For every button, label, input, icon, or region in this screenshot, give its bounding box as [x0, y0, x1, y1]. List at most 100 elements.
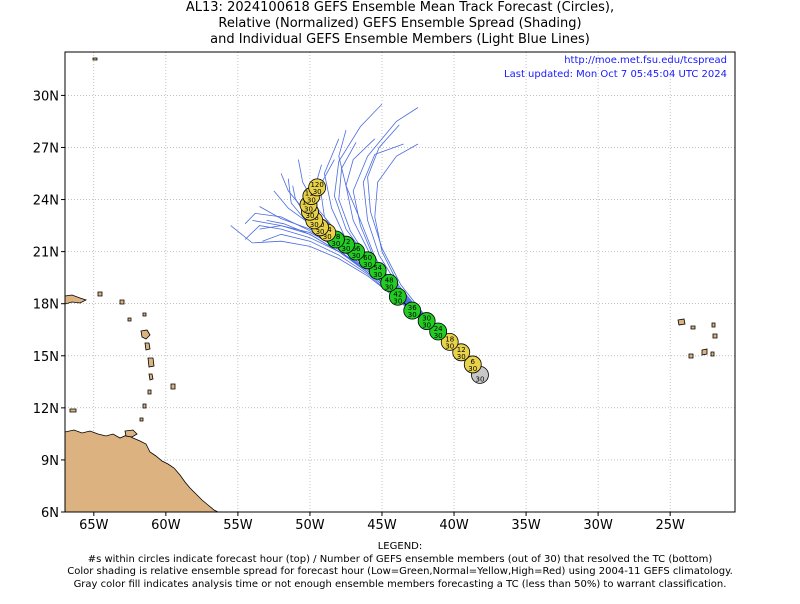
- title-line-2: Relative (Normalized) GEFS Ensemble Spre…: [218, 16, 582, 31]
- lat-tick-label: 6N: [41, 506, 59, 521]
- forecast-hour-label: 48: [385, 276, 394, 284]
- member-count-label: 30: [305, 212, 314, 220]
- mean-track-circle: [388, 287, 407, 306]
- member-count-label: 30: [323, 233, 332, 241]
- lat-tick-label: 24N: [33, 194, 59, 209]
- lon-tick-label: 45W: [367, 518, 397, 533]
- forecast-hour-label: 60: [363, 254, 372, 262]
- member-count-label: 30: [304, 205, 313, 213]
- lat-tick-label: 18N: [33, 298, 59, 313]
- forecast-hour-label: 42: [393, 290, 402, 298]
- island-trinidad: [124, 429, 138, 438]
- mean-track-circle: [429, 322, 448, 341]
- lat-tick-label: 27N: [33, 141, 59, 156]
- member-count-label: 30: [310, 221, 319, 229]
- lat-tick-label: 12N: [33, 402, 59, 417]
- member-count-label: 30: [457, 353, 466, 361]
- island-martinique: [147, 357, 155, 368]
- lon-tick-label: 40W: [439, 518, 469, 533]
- island-cape-verde-7: [710, 351, 715, 357]
- island-tobago: [139, 417, 144, 422]
- lon-tick-label: 25W: [655, 518, 685, 533]
- forecast-hour-label: 18: [445, 335, 454, 343]
- forecast-hour-label: 24: [434, 325, 443, 333]
- forecast-hour-label: 120: [310, 181, 323, 189]
- island-hispaniola: [65, 294, 88, 305]
- legend-line-1: #s within circles indicate forecast hour…: [87, 553, 713, 565]
- mean-track-circle: [440, 332, 459, 351]
- last-updated: Last updated: Mon Oct 7 05:45:04 UTC 202…: [504, 69, 727, 80]
- member-count-label: 30: [316, 228, 325, 236]
- legend-line-2: Color shading is relative ensemble sprea…: [67, 566, 733, 577]
- lon-tick-label: 65W: [79, 518, 109, 533]
- legend-heading: LEGEND:: [377, 541, 423, 552]
- forecast-hour-label: 54: [373, 264, 382, 272]
- member-count-label: 30: [476, 375, 485, 383]
- mean-track-circle: [452, 343, 471, 362]
- member-count-label: 30: [385, 283, 394, 291]
- axis-ticks: 65W 60W 55W 50W 45W 40W 35W 30W 25W 6N 9N 12N 15N 18N…: [33, 89, 685, 533]
- island-cape-verde-4: [712, 333, 718, 339]
- south-america-landmass: [65, 429, 219, 512]
- landmass-group: [65, 57, 718, 512]
- island-st-lucia: [148, 373, 154, 381]
- forecast-hour-label: 78: [331, 233, 340, 241]
- member-count-label: 30: [331, 240, 340, 248]
- island-dominica: [144, 342, 151, 351]
- member-count-label: 30: [422, 322, 431, 330]
- forecast-hour-label: 6: [471, 358, 476, 366]
- island-small-1: [97, 291, 103, 297]
- island-barbados: [170, 383, 176, 390]
- mean-track-circle: [403, 301, 422, 320]
- lon-tick-label: 30W: [583, 518, 613, 533]
- forecast-hour-label: 66: [352, 245, 361, 253]
- forecast-hour-label: 72: [342, 238, 351, 246]
- plot-frame: [64, 51, 736, 513]
- mean-track-circle: [417, 312, 436, 330]
- mean-track-circle: [380, 273, 399, 292]
- island-small-2: [119, 299, 125, 305]
- forecast-hour-label: 12: [457, 346, 466, 354]
- legend: LEGEND: #s within circles indicate forec…: [0, 541, 800, 591]
- member-count-label: 30: [393, 297, 402, 305]
- lat-tick-label: 9N: [41, 454, 59, 469]
- member-count-label: 30: [363, 261, 372, 269]
- lon-tick-label: 50W: [295, 518, 325, 533]
- title-line-1: AL13: 2024100618 GEFS Ensemble Mean Trac…: [185, 0, 615, 15]
- island-curacao: [69, 408, 77, 413]
- forecast-hour-label: 30: [422, 315, 431, 323]
- member-count-label: 30: [434, 332, 443, 340]
- member-count-label: 30: [342, 245, 351, 253]
- lat-tick-label: 30N: [33, 89, 59, 104]
- legend-line-3: Gray color fill indicates analysis time …: [73, 578, 727, 590]
- island-small-3: [127, 317, 132, 322]
- island-antigua: [142, 312, 147, 317]
- lon-tick-label: 35W: [511, 518, 541, 533]
- island-small-4: [92, 57, 98, 61]
- island-guadeloupe: [140, 329, 151, 340]
- member-count-label: 30: [307, 197, 316, 205]
- lon-tick-label: 60W: [151, 518, 181, 533]
- gridlines: [65, 52, 735, 512]
- island-st-vincent: [147, 389, 152, 395]
- mean-track-circle: [308, 178, 327, 197]
- member-count-label: 30: [352, 252, 361, 260]
- chart-title: AL13: 2024100618 GEFS Ensemble Mean Trac…: [0, 0, 800, 48]
- member-count-label: 30: [373, 271, 382, 279]
- mean-track-point: 630: [463, 355, 482, 374]
- lon-tick-label: 55W: [223, 518, 253, 533]
- mean-track-circles: 3063012301830243030303630423048305430603…: [299, 178, 489, 384]
- source-url[interactable]: http://moe.met.fsu.edu/tcspread: [564, 55, 727, 66]
- island-cape-verde-2: [690, 325, 696, 330]
- island-cape-verde-5: [688, 353, 694, 359]
